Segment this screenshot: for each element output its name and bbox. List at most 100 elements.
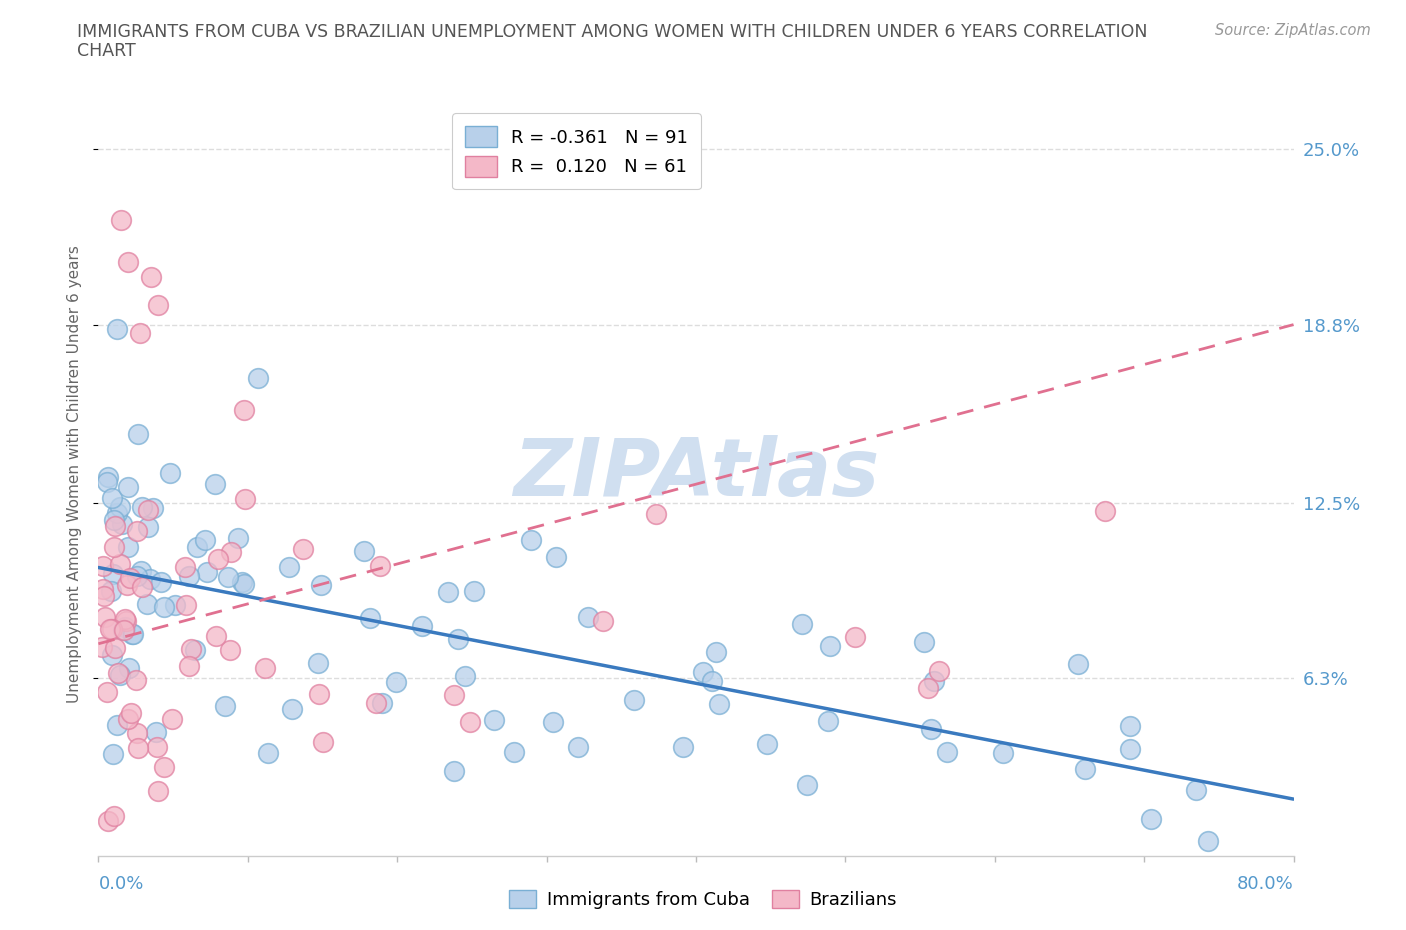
Text: 80.0%: 80.0% — [1237, 874, 1294, 893]
Point — [100, 648, 122, 663]
Point — [233, 403, 256, 418]
Point — [186, 539, 208, 554]
Point — [104, 641, 127, 656]
Point — [1119, 742, 1142, 757]
Point — [221, 544, 243, 559]
Point — [94, 610, 117, 625]
Point — [98, 622, 121, 637]
Point — [371, 696, 394, 711]
Point — [592, 614, 614, 629]
Point — [541, 715, 564, 730]
Point — [217, 570, 239, 585]
Point — [233, 576, 256, 591]
Point — [1094, 504, 1116, 519]
Y-axis label: Unemployment Among Women with Children Under 6 years: Unemployment Among Women with Children U… — [67, 246, 83, 703]
Legend: Immigrants from Cuba, Brazilians: Immigrants from Cuba, Brazilians — [502, 884, 904, 916]
Point — [231, 575, 253, 590]
Point — [112, 622, 135, 637]
Point — [920, 722, 942, 737]
Point — [118, 571, 141, 586]
Point — [125, 568, 148, 583]
Point — [312, 735, 335, 750]
Point — [936, 745, 959, 760]
Point — [567, 739, 589, 754]
Legend: R = -0.361   N = 91, R =  0.120   N = 61: R = -0.361 N = 91, R = 0.120 N = 61 — [451, 113, 702, 190]
Point — [214, 698, 236, 713]
Point — [353, 544, 375, 559]
Point — [818, 639, 841, 654]
Point — [101, 566, 124, 581]
Point — [796, 777, 818, 792]
Point — [1185, 783, 1208, 798]
Point — [122, 626, 145, 641]
Point — [100, 491, 122, 506]
Point — [254, 660, 277, 675]
Point — [125, 672, 148, 687]
Point — [195, 565, 218, 579]
Point — [544, 550, 567, 565]
Point — [917, 681, 939, 696]
Point — [278, 560, 301, 575]
Point — [280, 701, 302, 716]
Point — [308, 687, 330, 702]
Point — [111, 623, 134, 638]
Point — [97, 470, 120, 485]
Point — [174, 597, 197, 612]
Point — [121, 627, 143, 642]
Point — [1140, 811, 1163, 826]
Point — [194, 533, 217, 548]
Point — [139, 269, 162, 284]
Point — [105, 717, 128, 732]
Point — [912, 635, 935, 650]
Point — [180, 641, 202, 656]
Text: IMMIGRANTS FROM CUBA VS BRAZILIAN UNEMPLOYMENT AMONG WOMEN WITH CHILDREN UNDER 6: IMMIGRANTS FROM CUBA VS BRAZILIAN UNEMPL… — [77, 23, 1147, 41]
Point — [117, 711, 139, 726]
Point — [443, 687, 465, 702]
Point — [692, 665, 714, 680]
Point — [165, 597, 187, 612]
Point — [103, 539, 125, 554]
Point — [96, 474, 118, 489]
Point — [101, 622, 124, 637]
Point — [309, 578, 332, 592]
Point — [100, 584, 122, 599]
Point — [174, 560, 197, 575]
Point — [115, 578, 138, 592]
Point — [207, 552, 229, 567]
Point — [136, 520, 159, 535]
Point — [1197, 834, 1219, 849]
Point — [127, 725, 149, 740]
Point — [153, 599, 176, 614]
Point — [576, 610, 599, 625]
Point — [458, 715, 481, 730]
Point — [90, 639, 112, 654]
Point — [463, 584, 485, 599]
Point — [131, 580, 153, 595]
Point — [108, 668, 131, 683]
Point — [145, 724, 167, 739]
Text: ZIPAtlas: ZIPAtlas — [513, 435, 879, 513]
Point — [117, 255, 139, 270]
Point — [128, 740, 150, 755]
Point — [817, 713, 839, 728]
Point — [139, 572, 162, 587]
Point — [704, 644, 727, 659]
Point — [291, 542, 314, 557]
Point — [107, 666, 129, 681]
Point — [135, 597, 157, 612]
Point — [184, 643, 207, 658]
Point — [136, 502, 159, 517]
Point — [755, 737, 778, 751]
Point — [150, 575, 173, 590]
Point — [623, 693, 645, 708]
Point — [104, 518, 127, 533]
Point — [114, 612, 136, 627]
Point — [204, 476, 226, 491]
Point — [148, 298, 170, 312]
Point — [103, 808, 125, 823]
Point — [142, 500, 165, 515]
Point — [709, 698, 731, 712]
Point — [101, 746, 124, 761]
Point — [159, 466, 181, 481]
Point — [218, 643, 240, 658]
